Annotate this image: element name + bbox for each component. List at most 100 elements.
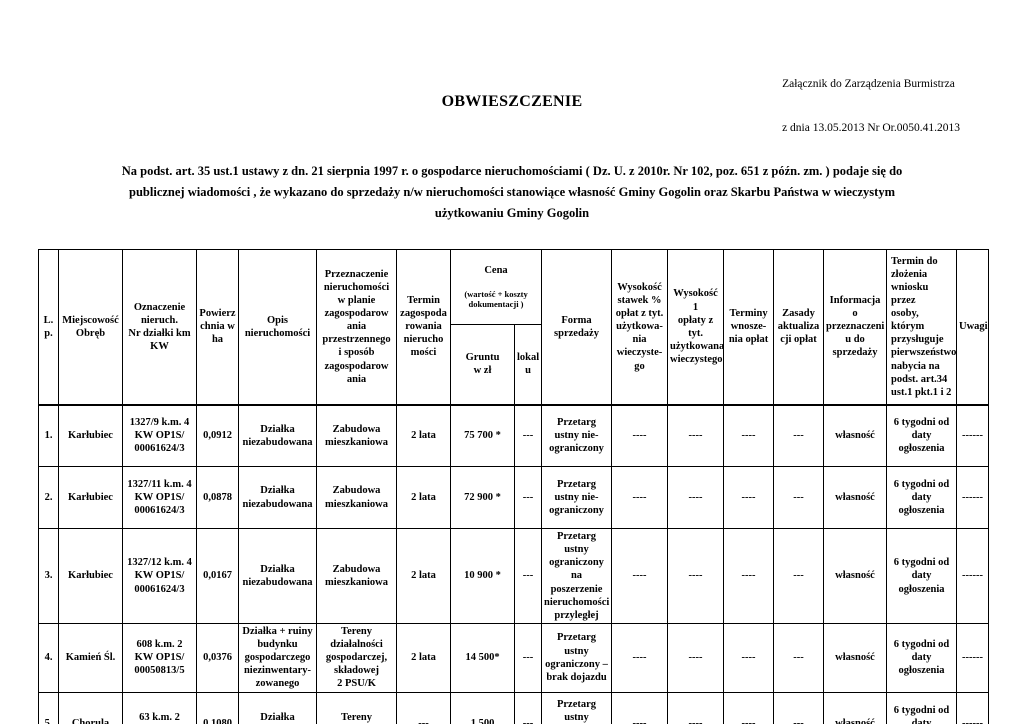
- cell-przeznaczenie: Zabudowa mieszkaniowa: [316, 528, 397, 624]
- cell-powierzchnia: 0,1080: [196, 691, 239, 724]
- col-header-wysokosc-oplaty: Wysokość 1 opłaty z tyt. użytkowana wiec…: [667, 248, 725, 406]
- col-header-przeznaczenie: Przeznaczenie nieruchomości w planie zag…: [316, 248, 397, 406]
- cell-cena-gruntu: 1 500: [450, 691, 515, 724]
- col-header-wysokosc-stawek: Wysokość stawek % opłat z tyt. użytkowa-…: [611, 248, 669, 406]
- cell-wysokosc-oplaty: ----: [667, 403, 725, 468]
- cell-terminy-oplat: ----: [723, 691, 775, 724]
- cell-opis: Działka niezabudowana: [238, 528, 317, 624]
- cell-lp: 1.: [38, 403, 59, 468]
- cell-opis: Działka + ruiny budynku gospodarczego ni…: [238, 622, 317, 693]
- cell-wysokosc-stawek: ----: [611, 403, 669, 468]
- cell-wysokosc-stawek: ----: [611, 466, 669, 530]
- cell-forma: Przetarg ustny ograniczony – brak dojazd…: [541, 622, 613, 693]
- cell-termin: 2 lata: [396, 622, 451, 693]
- col-header-cena: Cena (wartość + koszty dokumentacji ): [449, 248, 543, 326]
- cell-cena-lokalu: ---: [513, 691, 543, 724]
- col-header-lp: L. p.: [38, 248, 59, 406]
- annex-line-1: Załącznik do Zarządzenia Burmistrza: [782, 77, 955, 90]
- cell-wysokosc-oplaty: ----: [667, 466, 725, 530]
- cell-informacja: własność: [823, 528, 888, 624]
- cell-powierzchnia: 0,0912: [196, 403, 239, 468]
- col-header-uwagi: Uwagi: [956, 248, 990, 406]
- cell-informacja: własność: [823, 622, 888, 693]
- cell-terminy-oplat: ----: [723, 466, 775, 530]
- table-header: L. p. Miejscowość Obręb Oznaczenie nieru…: [38, 248, 990, 406]
- cell-lp: 2.: [38, 466, 59, 530]
- col-header-miejscowosc: Miejscowość Obręb: [58, 248, 123, 406]
- cell-uwagi: ------: [956, 691, 990, 724]
- announcement-table: L. p. Miejscowość Obręb Oznaczenie nieru…: [38, 248, 990, 724]
- cell-uwagi: ------: [956, 466, 990, 530]
- cell-termin: 2 lata: [396, 403, 451, 468]
- cell-cena-lokalu: ---: [513, 466, 543, 530]
- cell-wysokosc-oplaty: ----: [667, 622, 725, 693]
- page-title: OBWIESZCZENIE: [441, 93, 583, 110]
- cell-powierzchnia: 0,0878: [196, 466, 239, 530]
- cell-terminy-oplat: ----: [723, 403, 775, 468]
- cell-oznaczenie: 1327/11 k.m. 4 KW OP1S/ 00061624/3: [122, 466, 197, 530]
- cell-wysokosc-stawek: ----: [611, 691, 669, 724]
- cell-termin-wniosku: 6 tygodni od daty ogłoszenia: [886, 528, 958, 624]
- cell-termin: ---: [396, 691, 451, 724]
- cell-cena-gruntu: 72 900 *: [450, 466, 515, 530]
- table-row: 3. Karłubiec 1327/12 k.m. 4 KW OP1S/ 000…: [38, 528, 990, 624]
- table-row: 1. Karłubiec 1327/9 k.m. 4 KW OP1S/ 0006…: [38, 403, 990, 468]
- table-row: 4. Kamień Śl. 608 k.m. 2 KW OP1S/ 000508…: [38, 622, 990, 693]
- cell-wysokosc-stawek: ----: [611, 528, 669, 624]
- col-header-cena-lokalu: lokal u: [513, 324, 543, 406]
- cell-termin: 2 lata: [396, 528, 451, 624]
- annex-line-2: z dnia 13.05.2013 Nr Or.0050.41.2013: [782, 121, 960, 134]
- cell-forma: Przetarg ustny ograniczony na poszerzeni…: [541, 528, 613, 624]
- col-header-termin-wniosku: Termin do złożenia wniosku przez osoby, …: [886, 248, 958, 406]
- table-body: 1. Karłubiec 1327/9 k.m. 4 KW OP1S/ 0006…: [38, 403, 990, 724]
- cell-miejscowosc: Karłubiec: [58, 403, 123, 468]
- cell-lp: 5.: [38, 691, 59, 724]
- cell-wysokosc-oplaty: ----: [667, 528, 725, 624]
- cell-cena-gruntu: 75 700 *: [450, 403, 515, 468]
- cell-termin: 2 lata: [396, 466, 451, 530]
- cell-informacja: własność: [823, 691, 888, 724]
- col-header-terminy-wnoszenia: Terminy wnosze- nia opłat: [723, 248, 775, 406]
- cell-cena-lokalu: ---: [513, 403, 543, 468]
- cell-lp: 3.: [38, 528, 59, 624]
- table-row: 2. Karłubiec 1327/11 k.m. 4 KW OP1S/ 000…: [38, 466, 990, 530]
- cell-przeznaczenie: Tereny działalności gospodarczej, składo…: [316, 622, 397, 693]
- cell-oznaczenie: 63 k.m. 2 KW 52193/ST: [122, 691, 197, 724]
- cell-uwagi: ------: [956, 622, 990, 693]
- table-row: 5. Chorula 63 k.m. 2 KW 52193/ST 0,1080 …: [38, 691, 990, 724]
- cell-oznaczenie: 1327/12 k.m. 4 KW OP1S/ 00061624/3: [122, 528, 197, 624]
- cell-terminy-oplat: ----: [723, 622, 775, 693]
- cell-uwagi: ------: [956, 403, 990, 468]
- cell-miejscowosc: Karłubiec: [58, 466, 123, 530]
- col-header-powierzchnia: Powierz chnia w ha: [196, 248, 239, 406]
- col-header-forma-sprzedazy: Forma sprzedaży: [541, 248, 613, 406]
- header-row-cena-sub: Gruntu w zł lokal u: [39, 324, 989, 406]
- intro-paragraph: Na podst. art. 35 ust.1 ustawy z dn. 21 …: [121, 164, 903, 220]
- cell-termin-wniosku: 6 tygodni od daty ogłoszenia: [886, 691, 958, 724]
- cell-oznaczenie: 608 k.m. 2 KW OP1S/ 00050813/5: [122, 622, 197, 693]
- cell-zasady: ---: [773, 466, 825, 530]
- header-row-top: L. p. Miejscowość Obręb Oznaczenie nieru…: [38, 248, 990, 406]
- cell-opis: Działka niezabudowana: [238, 691, 317, 724]
- col-header-cena-gruntu: Gruntu w zł: [450, 324, 515, 406]
- col-header-zasady-aktualizacji: Zasady aktualiza cji opłat: [773, 248, 825, 406]
- cell-informacja: własność: [823, 466, 888, 530]
- cell-zasady: ---: [773, 403, 825, 468]
- cell-terminy-oplat: ----: [723, 528, 775, 624]
- cell-forma: Przetarg ustny nie- ograniczony: [541, 466, 613, 530]
- cena-group-subtitle: (wartość + koszty dokumentacji ): [464, 289, 528, 310]
- cell-zasady: ---: [773, 528, 825, 624]
- cell-przeznaczenie: Zabudowa mieszkaniowa: [316, 466, 397, 530]
- cell-cena-lokalu: ---: [513, 528, 543, 624]
- col-header-termin-zagospodarowania: Termin zagospoda rowania nierucho mości: [396, 248, 451, 406]
- cell-forma: Przetarg ustny ograniczony – brak dojazd…: [541, 691, 613, 724]
- col-header-informacja: Informacja o przeznaczeni u do sprzedaży: [823, 248, 888, 406]
- cell-zasady: ---: [773, 622, 825, 693]
- cell-miejscowosc: Kamień Śl.: [58, 622, 123, 693]
- cell-oznaczenie: 1327/9 k.m. 4 KW OP1S/ 00061624/3: [122, 403, 197, 468]
- cell-cena-gruntu: 14 500*: [450, 622, 515, 693]
- cell-przeznaczenie: Zabudowa mieszkaniowa: [316, 403, 397, 468]
- cell-opis: Działka niezabudowana: [238, 403, 317, 468]
- cell-informacja: własność: [823, 403, 888, 468]
- cell-termin-wniosku: 6 tygodni od daty ogłoszenia: [886, 622, 958, 693]
